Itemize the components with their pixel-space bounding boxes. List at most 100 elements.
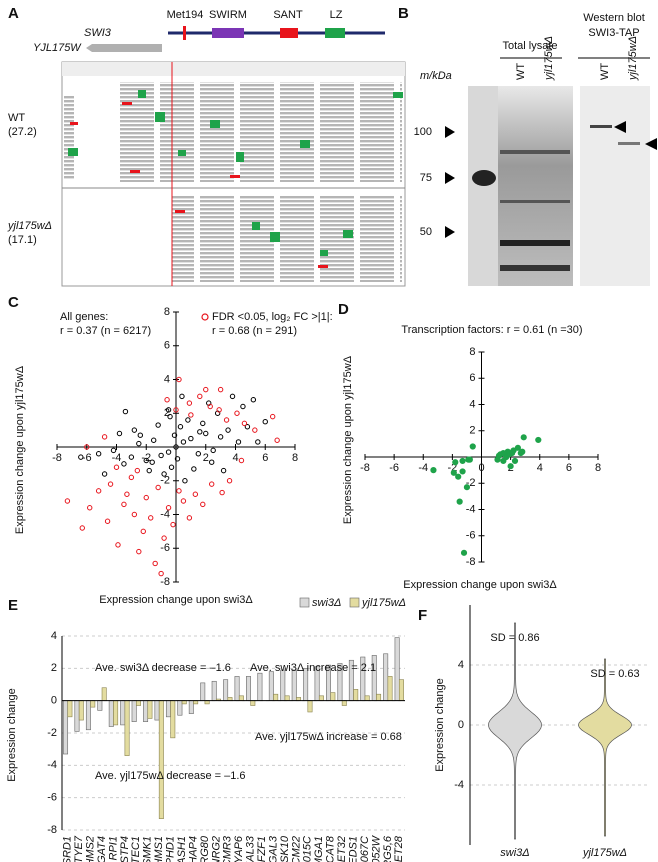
point — [146, 467, 152, 474]
bar — [307, 700, 313, 713]
domain-label: SWIRM — [209, 9, 247, 21]
point — [131, 511, 138, 518]
point — [185, 417, 191, 423]
bar — [177, 700, 183, 716]
bar — [200, 682, 206, 701]
unit-label: m/kDa — [420, 70, 452, 82]
point — [121, 501, 127, 508]
gene-label: SWI3 — [84, 27, 112, 39]
bar — [238, 695, 244, 701]
bar — [257, 672, 263, 701]
bar — [273, 693, 279, 701]
point — [164, 397, 170, 403]
y-tick-label: -6 — [160, 542, 170, 554]
ladder-lane — [468, 86, 498, 286]
point — [137, 432, 144, 438]
bar — [78, 700, 84, 721]
point — [216, 407, 222, 413]
panel-label: D — [338, 301, 349, 318]
point — [207, 403, 213, 410]
point — [168, 464, 175, 470]
point — [161, 471, 167, 477]
track-count: (17.1) — [8, 234, 37, 246]
point — [79, 525, 85, 531]
point — [165, 449, 172, 455]
point — [197, 393, 203, 400]
bar — [291, 669, 297, 701]
point — [217, 434, 224, 440]
point — [459, 468, 466, 475]
y-tick-label: 4 — [51, 630, 57, 642]
point — [507, 463, 514, 470]
western-label: Western blot — [583, 12, 645, 24]
x-tick-label: ASH1 — [176, 836, 188, 862]
x-tick-label: 4 — [232, 452, 238, 464]
x-tick-label: SMK1 — [142, 836, 154, 862]
point — [158, 452, 164, 459]
point — [511, 457, 519, 465]
x-tick-label: ECM22 — [290, 836, 302, 862]
x-tick-label: MET28 — [393, 835, 405, 862]
y-tick-label: 6 — [164, 340, 170, 352]
point — [514, 444, 522, 451]
point — [110, 447, 117, 454]
bar — [97, 700, 103, 711]
y-tick-label: -4 — [466, 503, 476, 515]
x-tick-label: -4 — [418, 462, 428, 474]
bar — [223, 679, 229, 701]
x-tick-label: -4 — [112, 452, 122, 464]
y-tick-label: -4 — [454, 779, 464, 791]
x-tick-label: MAL33 — [245, 835, 257, 862]
gene-label: YJL175W — [33, 42, 82, 54]
y-tick-label: 4 — [469, 398, 475, 410]
reads — [172, 196, 402, 282]
x-tick-label: 2 — [203, 452, 209, 464]
bar — [170, 700, 176, 739]
y-tick-label: 8 — [469, 346, 475, 358]
x-axis-label: Expression change upon swi3Δ — [403, 579, 557, 591]
point — [116, 430, 123, 437]
point — [460, 549, 468, 556]
bar — [74, 700, 80, 732]
x-tick-label: EDS1 — [347, 836, 359, 862]
track-count: (27.2) — [8, 126, 37, 138]
x-tick-label: MGA1 — [313, 836, 325, 862]
y-axis-label: Expression change upon yjl175wΔ — [14, 365, 26, 534]
point — [252, 427, 258, 433]
chart-title: Transcription factors: r = 0.61 (n =30) — [401, 324, 582, 336]
x-tick-label: TYE7 — [73, 835, 85, 862]
x-tick-label: ASK10 — [279, 835, 291, 862]
legend-label: FDR <0.05, log₂ FC >|1|: — [212, 311, 333, 323]
point — [203, 386, 209, 393]
lane-label: yjl175wΔ — [543, 36, 555, 81]
annotation: r = 0.37 (n = 6217) — [60, 325, 151, 337]
point — [203, 430, 209, 437]
y-tick-label: -8 — [160, 576, 170, 588]
point — [197, 429, 203, 435]
domain-label: SANT — [273, 9, 303, 21]
y-tick-label: 4 — [164, 373, 170, 385]
x-tick-label: 8 — [595, 462, 601, 474]
panel-label: A — [8, 5, 19, 22]
point — [128, 454, 135, 460]
bar — [398, 679, 404, 701]
point — [241, 420, 248, 427]
point — [107, 481, 114, 487]
lane-label: yjl175wΔ — [627, 36, 639, 81]
legend-label: All genes: — [60, 311, 108, 323]
panel-label: C — [8, 294, 19, 311]
annotation: Ave. swi3Δ increase = 2.1 — [250, 662, 376, 674]
point — [452, 459, 459, 466]
band — [500, 240, 570, 246]
x-tick-label: 0 — [478, 462, 484, 474]
point — [192, 491, 199, 497]
point — [226, 478, 233, 484]
x-tick-label: 4 — [537, 462, 543, 474]
x-tick-label: -8 — [360, 462, 370, 474]
point — [182, 478, 188, 484]
point — [149, 459, 155, 465]
point — [191, 466, 197, 472]
y-tick-label: -2 — [47, 727, 57, 739]
point — [177, 424, 184, 430]
